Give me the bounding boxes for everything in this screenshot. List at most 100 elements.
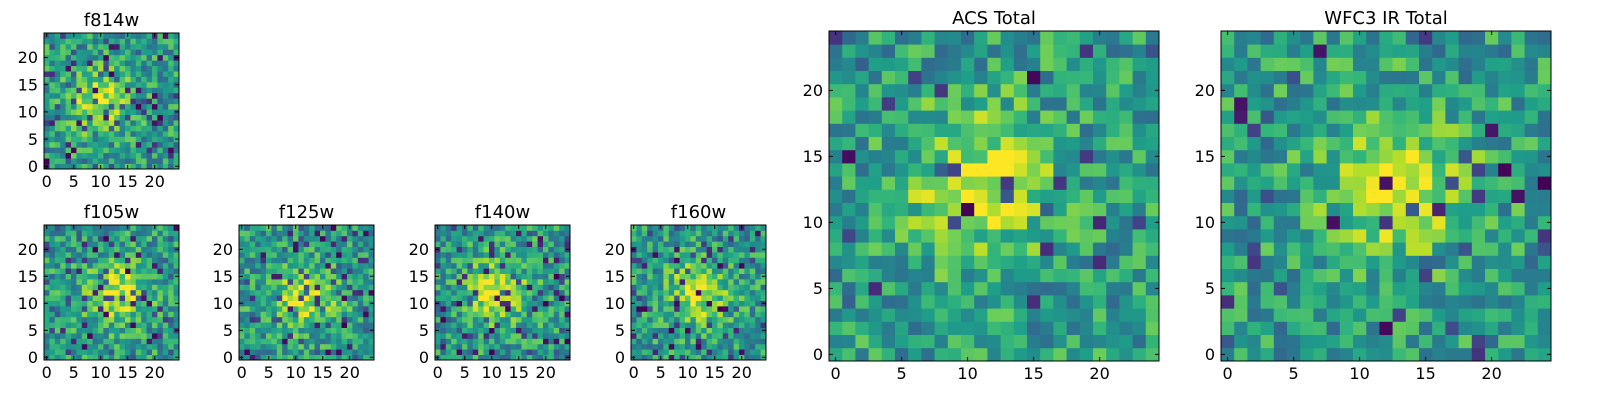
- heatmap-cell: [663, 273, 670, 280]
- heatmap-cell: [679, 268, 686, 274]
- heatmap-cell: [357, 262, 364, 269]
- heatmap-cell: [1145, 149, 1160, 164]
- heatmap-cell: [895, 347, 909, 362]
- heatmap-cell: [636, 268, 643, 274]
- heatmap-cell: [135, 316, 142, 323]
- heatmap-cell: [462, 295, 468, 301]
- heatmap-cell: [636, 311, 643, 318]
- heatmap-cell: [330, 295, 337, 301]
- heatmap-cell: [103, 279, 110, 285]
- heatmap-cell: [92, 65, 99, 72]
- heatmap-cell: [1119, 163, 1133, 177]
- heatmap-cell: [135, 54, 142, 61]
- heatmap-cell: [309, 322, 315, 328]
- heatmap-cell: [1093, 268, 1107, 283]
- heatmap-cell: [733, 354, 740, 361]
- heatmap-cell: [309, 349, 315, 355]
- heatmap-cell: [146, 316, 153, 323]
- heatmap-cell: [119, 114, 126, 121]
- heatmap-cell: [54, 147, 61, 154]
- heatmap-cell: [532, 284, 538, 291]
- heatmap-cell: [1066, 123, 1081, 137]
- heatmap-cell: [81, 114, 88, 121]
- heatmap-cell: [352, 246, 359, 253]
- heatmap-cell: [168, 120, 174, 126]
- heatmap-cell: [685, 235, 691, 242]
- heatmap-cell: [1132, 255, 1147, 269]
- heatmap-cell: [516, 333, 522, 339]
- heatmap-cell: [1013, 295, 1028, 309]
- heatmap-cell: [71, 349, 77, 355]
- heatmap-cell: [663, 354, 670, 361]
- heatmap-cell: [478, 295, 484, 301]
- heatmap-cell: [146, 49, 153, 56]
- heatmap-cell: [543, 349, 549, 355]
- x-tick-label: 0: [1223, 364, 1233, 383]
- heatmap-cell: [239, 279, 245, 285]
- heatmap-cell: [157, 163, 164, 170]
- heatmap-cell: [44, 158, 50, 164]
- heatmap-cell: [641, 338, 648, 345]
- heatmap-cell: [157, 262, 164, 269]
- heatmap-cell: [1366, 57, 1380, 71]
- heatmap-cell: [1485, 255, 1499, 269]
- heatmap-cell: [54, 114, 61, 121]
- heatmap-cell: [1247, 83, 1261, 98]
- heatmap-cell: [1300, 83, 1314, 98]
- heatmap-cell: [271, 262, 278, 269]
- heatmap-cell: [499, 230, 506, 237]
- heatmap-cell: [733, 262, 740, 269]
- heatmap-cell: [141, 71, 147, 77]
- heatmap-cell: [87, 141, 93, 148]
- heatmap-cell: [467, 327, 474, 334]
- heatmap-cell: [1419, 308, 1433, 322]
- heatmap-cell: [146, 152, 153, 159]
- heatmap-cell: [336, 268, 342, 274]
- heatmap-cell: [135, 354, 142, 361]
- panel-title: f105w: [84, 202, 139, 223]
- heatmap-cell: [974, 149, 988, 164]
- y-tick-label: 0: [615, 348, 625, 367]
- heatmap-cell: [141, 130, 147, 137]
- heatmap-cell: [478, 300, 484, 307]
- heatmap-cell: [44, 103, 50, 110]
- heatmap-cell: [494, 235, 501, 242]
- heatmap-cell: [65, 130, 72, 137]
- heatmap-cell: [244, 262, 251, 269]
- heatmap-cell: [1326, 347, 1341, 362]
- heatmap-cell: [98, 76, 104, 83]
- heatmap-cell: [125, 338, 131, 345]
- heatmap-cell: [1287, 149, 1301, 164]
- heatmap-cell: [456, 284, 463, 291]
- heatmap-cell: [71, 343, 77, 350]
- heatmap-cell: [249, 327, 256, 334]
- heatmap-cell: [921, 123, 935, 137]
- heatmap-cell: [103, 103, 110, 110]
- heatmap-cell: [1471, 123, 1486, 137]
- heatmap-cell: [119, 130, 126, 137]
- heatmap-cell: [303, 354, 310, 361]
- heatmap-cell: [92, 262, 99, 269]
- heatmap-cell: [701, 284, 707, 291]
- heatmap-cell: [87, 225, 93, 231]
- heatmap-cell: [749, 316, 756, 323]
- heatmap-cell: [103, 246, 110, 253]
- heatmap-cell: [445, 338, 452, 345]
- heatmap-cell: [974, 321, 988, 335]
- heatmap-cell: [553, 322, 560, 328]
- heatmap-cell: [314, 327, 321, 334]
- heatmap-cell: [276, 273, 283, 280]
- heatmap-cell: [451, 306, 457, 312]
- heatmap-cell: [54, 43, 61, 50]
- heatmap-cell: [1260, 268, 1275, 283]
- heatmap-cell: [368, 343, 375, 350]
- heatmap-cell: [309, 295, 315, 301]
- heatmap-cell: [706, 284, 713, 291]
- heatmap-cell: [1287, 321, 1301, 335]
- heatmap-cell: [1471, 97, 1486, 111]
- heatmap-cell: [435, 338, 441, 345]
- heatmap-cell: [1119, 202, 1133, 217]
- heatmap-cell: [266, 289, 272, 296]
- heatmap-cell: [244, 252, 251, 258]
- heatmap-cell: [60, 109, 66, 115]
